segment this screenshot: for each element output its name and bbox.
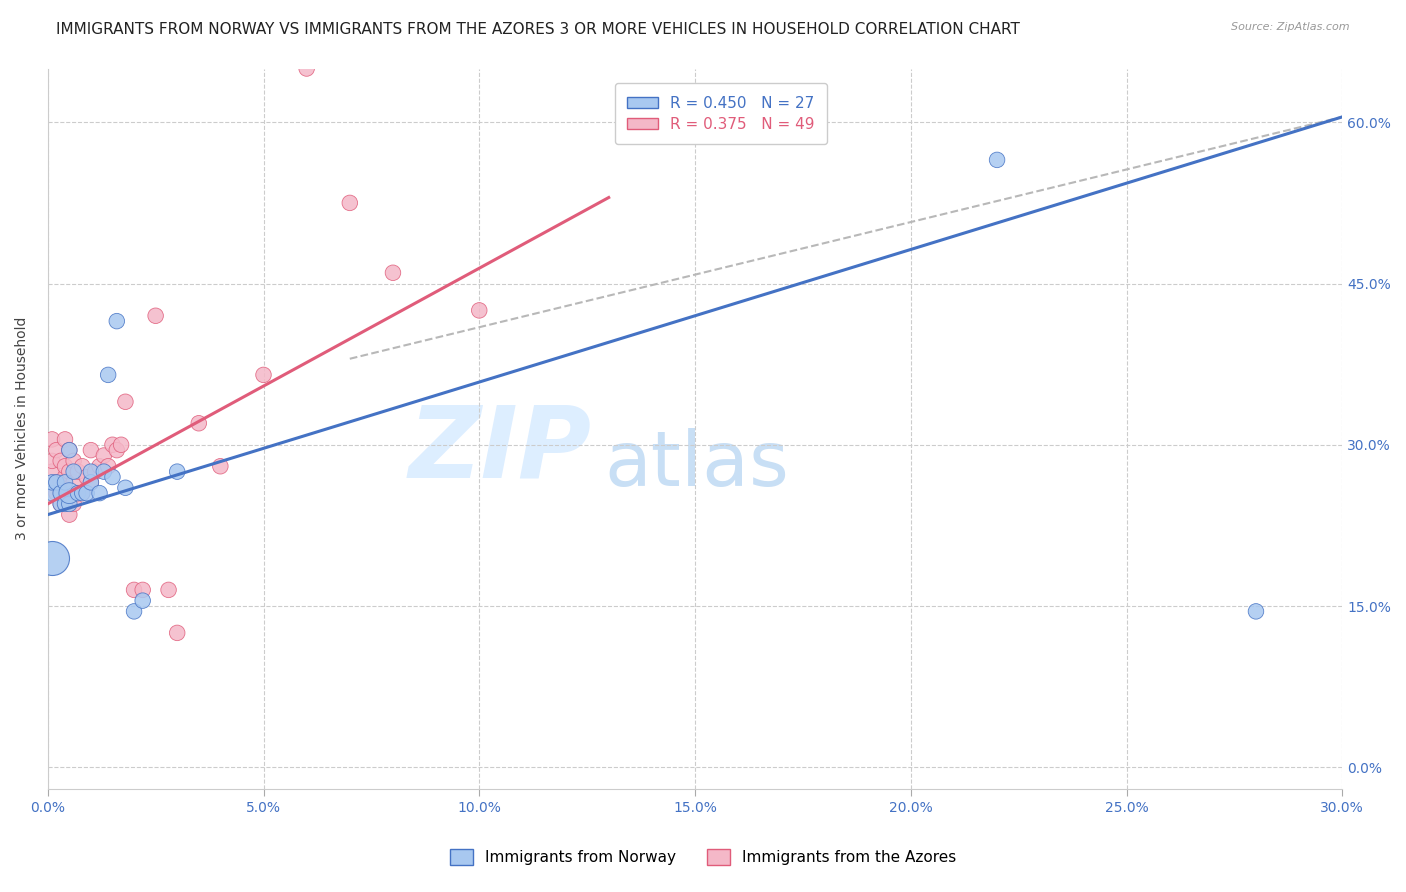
Point bbox=[72, 486, 94, 500]
Point bbox=[468, 303, 491, 318]
Point bbox=[76, 486, 98, 500]
Point bbox=[62, 454, 84, 468]
Point bbox=[80, 465, 103, 479]
Point bbox=[93, 465, 115, 479]
Point bbox=[58, 443, 80, 458]
Point bbox=[45, 486, 67, 500]
Point bbox=[166, 465, 188, 479]
Point bbox=[41, 486, 63, 500]
Point bbox=[41, 454, 63, 468]
Point bbox=[105, 443, 128, 458]
Point bbox=[131, 593, 153, 607]
Point bbox=[53, 470, 76, 484]
Point bbox=[80, 443, 103, 458]
Point bbox=[49, 475, 72, 490]
Point bbox=[84, 465, 107, 479]
Point bbox=[89, 459, 111, 474]
Point bbox=[41, 475, 63, 490]
Point bbox=[381, 266, 404, 280]
Point bbox=[49, 486, 72, 500]
Point bbox=[80, 475, 103, 490]
Point bbox=[295, 62, 318, 76]
Point bbox=[101, 438, 124, 452]
Text: ZIP: ZIP bbox=[409, 401, 592, 499]
Point bbox=[93, 449, 115, 463]
Point bbox=[131, 582, 153, 597]
Point bbox=[252, 368, 274, 382]
Point bbox=[209, 459, 232, 474]
Point bbox=[58, 443, 80, 458]
Point bbox=[53, 486, 76, 500]
Point bbox=[105, 314, 128, 328]
Point bbox=[45, 443, 67, 458]
Point bbox=[114, 394, 136, 409]
Point bbox=[41, 433, 63, 447]
Point bbox=[1244, 604, 1267, 618]
Point bbox=[49, 497, 72, 511]
Point bbox=[97, 459, 120, 474]
Point bbox=[49, 454, 72, 468]
Point bbox=[53, 497, 76, 511]
Point bbox=[166, 626, 188, 640]
Point bbox=[122, 582, 145, 597]
Point bbox=[58, 486, 80, 500]
Point bbox=[53, 475, 76, 490]
Point bbox=[986, 153, 1008, 167]
Point bbox=[45, 475, 67, 490]
Text: atlas: atlas bbox=[605, 427, 789, 501]
Point bbox=[97, 368, 120, 382]
Legend: Immigrants from Norway, Immigrants from the Azores: Immigrants from Norway, Immigrants from … bbox=[444, 843, 962, 871]
Point bbox=[339, 195, 361, 210]
Point bbox=[62, 475, 84, 490]
Point bbox=[114, 481, 136, 495]
Point bbox=[49, 486, 72, 500]
Legend: R = 0.450   N = 27, R = 0.375   N = 49: R = 0.450 N = 27, R = 0.375 N = 49 bbox=[614, 83, 827, 144]
Text: IMMIGRANTS FROM NORWAY VS IMMIGRANTS FROM THE AZORES 3 OR MORE VEHICLES IN HOUSE: IMMIGRANTS FROM NORWAY VS IMMIGRANTS FRO… bbox=[56, 22, 1021, 37]
Point bbox=[72, 459, 94, 474]
Point bbox=[122, 604, 145, 618]
Point bbox=[41, 465, 63, 479]
Point bbox=[49, 497, 72, 511]
Point bbox=[89, 486, 111, 500]
Point bbox=[66, 486, 89, 500]
Point bbox=[66, 465, 89, 479]
Point bbox=[80, 475, 103, 490]
Point bbox=[41, 550, 63, 565]
Point bbox=[53, 459, 76, 474]
Point bbox=[53, 433, 76, 447]
Point bbox=[66, 486, 89, 500]
Point bbox=[62, 497, 84, 511]
Text: Source: ZipAtlas.com: Source: ZipAtlas.com bbox=[1232, 22, 1350, 32]
Point bbox=[45, 475, 67, 490]
Point bbox=[62, 465, 84, 479]
Point bbox=[187, 417, 209, 431]
Point bbox=[58, 465, 80, 479]
Point bbox=[58, 497, 80, 511]
Point bbox=[72, 486, 94, 500]
Point bbox=[157, 582, 180, 597]
Point bbox=[53, 497, 76, 511]
Y-axis label: 3 or more Vehicles in Household: 3 or more Vehicles in Household bbox=[15, 317, 30, 541]
Point bbox=[101, 470, 124, 484]
Point bbox=[145, 309, 167, 323]
Point bbox=[58, 508, 80, 522]
Point bbox=[110, 438, 132, 452]
Point bbox=[76, 470, 98, 484]
Point bbox=[58, 486, 80, 500]
